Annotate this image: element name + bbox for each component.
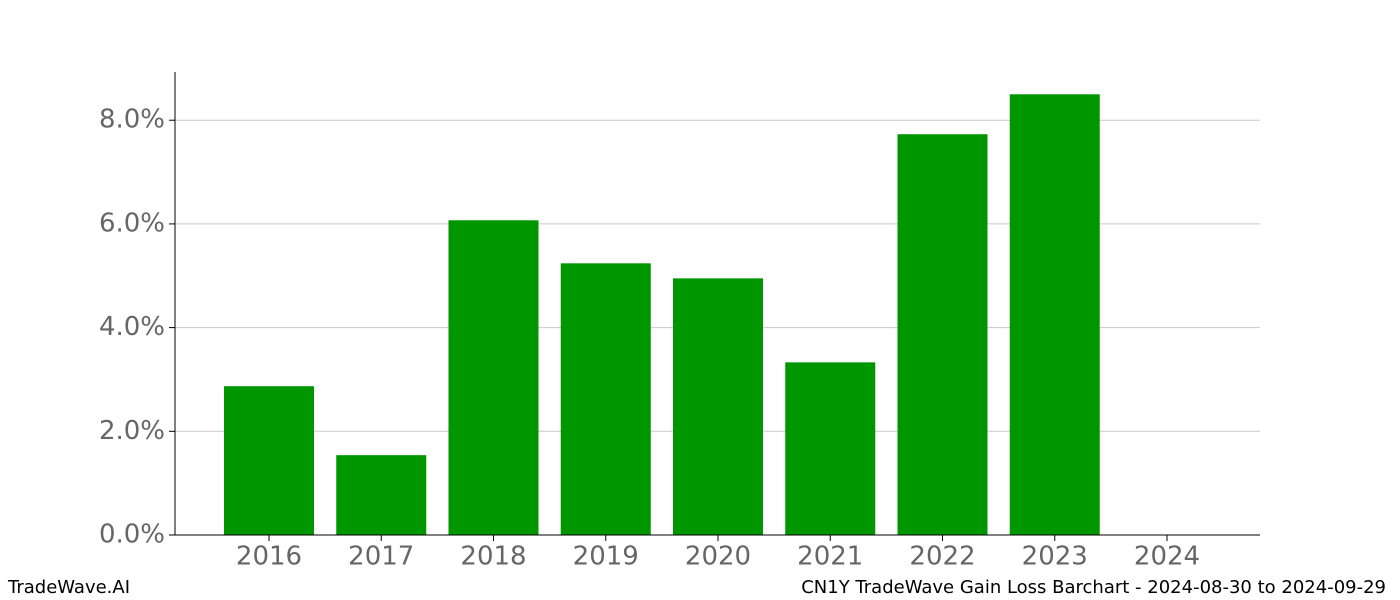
x-tick-label: 2022 [909, 542, 975, 572]
x-tick-label: 2023 [1022, 542, 1088, 572]
y-tick-label: 0.0% [99, 520, 165, 550]
x-tick-label: 2019 [573, 542, 639, 572]
chart-title: CN1Y TradeWave Gain Loss Barchart - 2024… [801, 577, 1386, 598]
bar [897, 134, 988, 536]
x-tick-label: 2016 [236, 542, 302, 572]
x-tick-label: 2020 [685, 542, 751, 572]
bar [673, 278, 763, 535]
x-tick-label: 2017 [348, 542, 414, 572]
x-tick-label: 2024 [1134, 542, 1200, 572]
y-tick-label: 2.0% [99, 416, 165, 446]
x-tick-label: 2018 [460, 542, 526, 572]
x-tick-label: 2021 [797, 542, 863, 572]
bar [560, 263, 651, 535]
bar [785, 362, 876, 535]
bar [224, 386, 314, 535]
y-tick-label: 8.0% [99, 105, 165, 135]
y-tick-label: 6.0% [99, 208, 165, 238]
bar [1009, 94, 1100, 536]
bar [448, 220, 539, 536]
y-tick-label: 4.0% [99, 312, 165, 342]
bar [336, 455, 427, 535]
watermark: TradeWave.AI [7, 577, 130, 598]
